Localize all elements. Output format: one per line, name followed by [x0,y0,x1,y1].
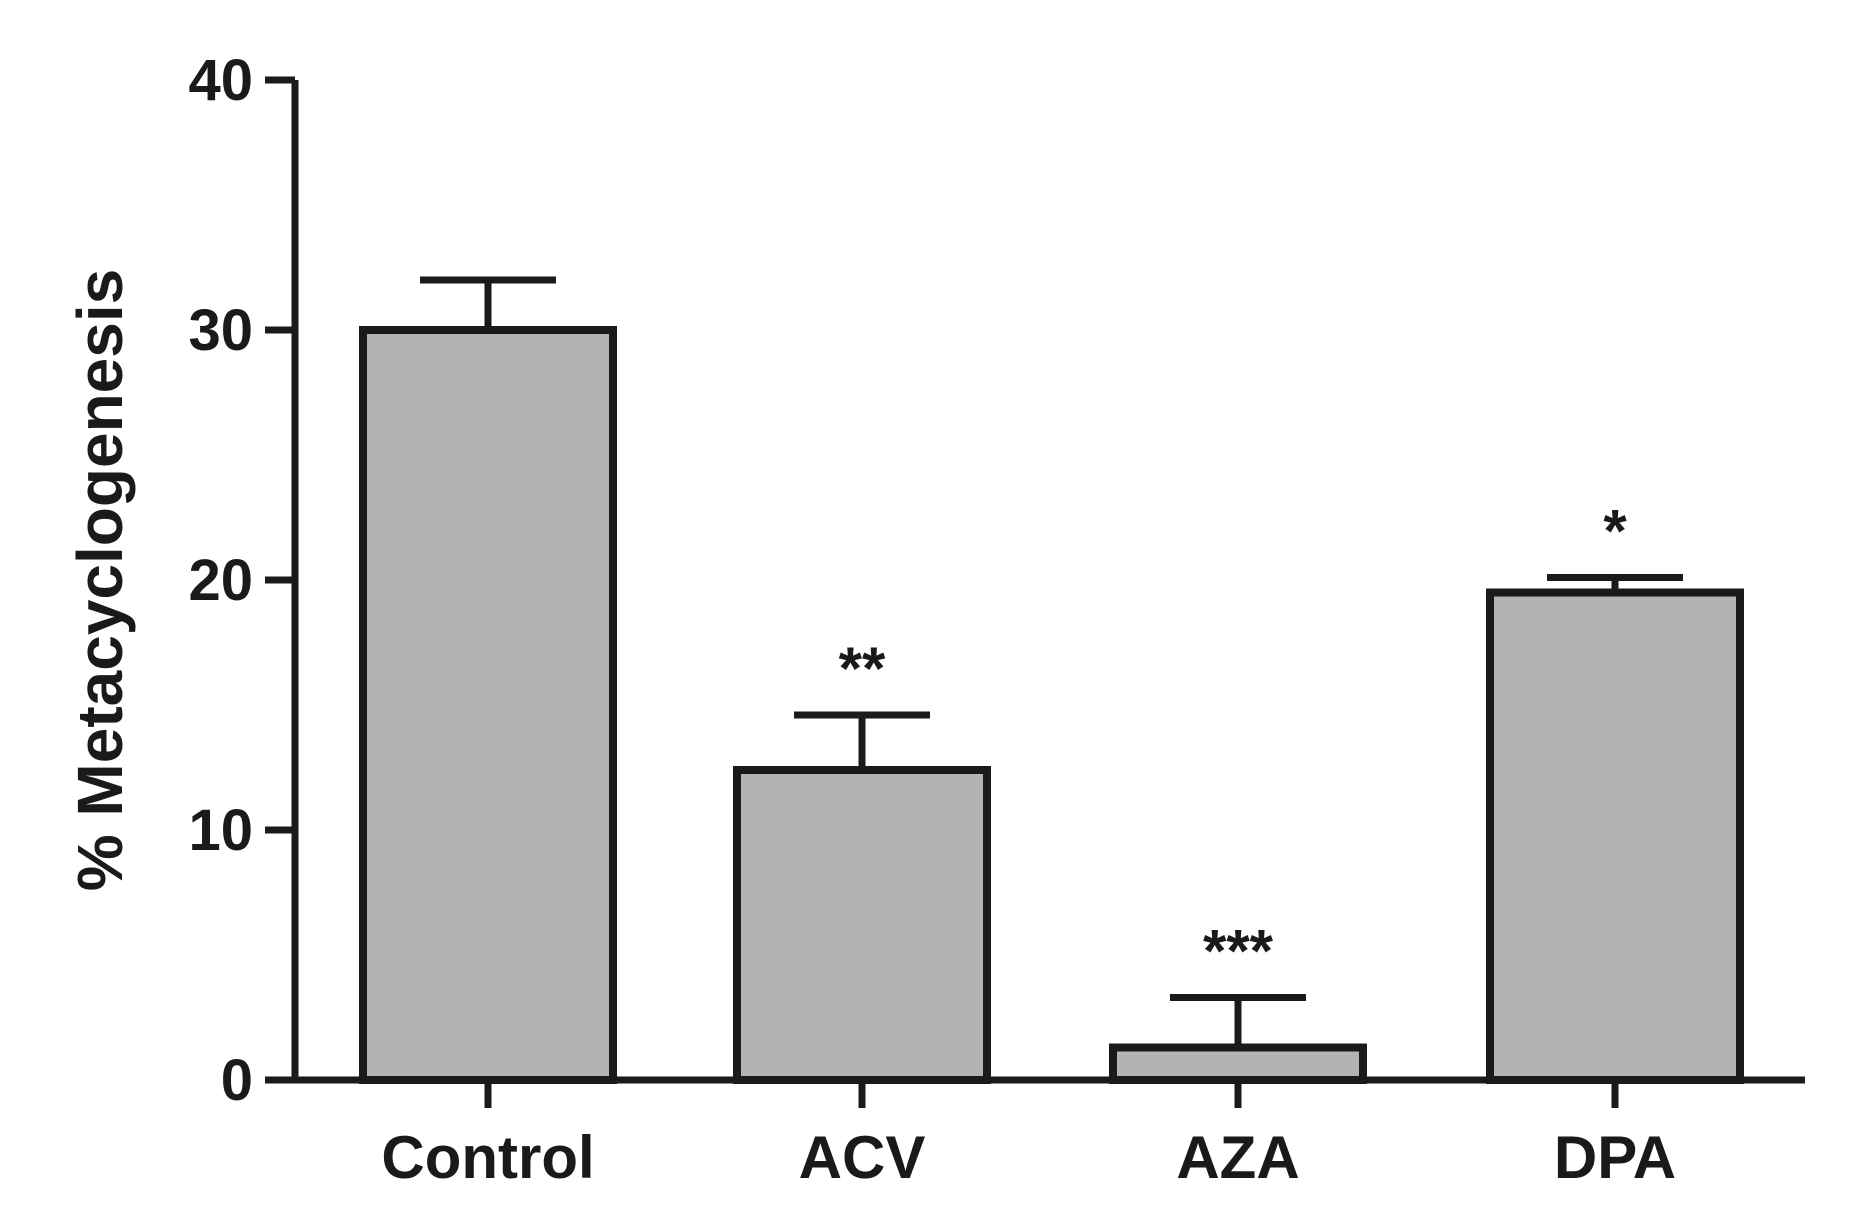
bar-aza [1109,1043,1367,1084]
bar-control [359,326,617,1084]
x-tick-label-control: Control [381,1124,594,1191]
y-axis-label: % Metacyclogenesis [64,269,136,892]
plot-area: Control ** ACV *** AZA * DPA 0 10 20 30 40 [188,48,1805,1191]
y-tick-label-10: 10 [188,798,253,863]
y-tick-label-20: 20 [188,548,253,613]
x-tick-label-aza: AZA [1176,1124,1299,1191]
bar-acv [733,766,991,1084]
x-tick-label-dpa: DPA [1554,1124,1676,1191]
y-tick-label-0: 0 [221,1048,253,1113]
x-tick-label-acv: ACV [799,1124,926,1191]
bar-dpa [1486,588,1744,1084]
significance-label-dpa: * [1603,498,1627,565]
significance-label-acv: ** [839,635,886,702]
y-tick-label-40: 40 [188,48,253,113]
significance-label-aza: *** [1203,918,1274,985]
y-tick-label-30: 30 [188,298,253,363]
